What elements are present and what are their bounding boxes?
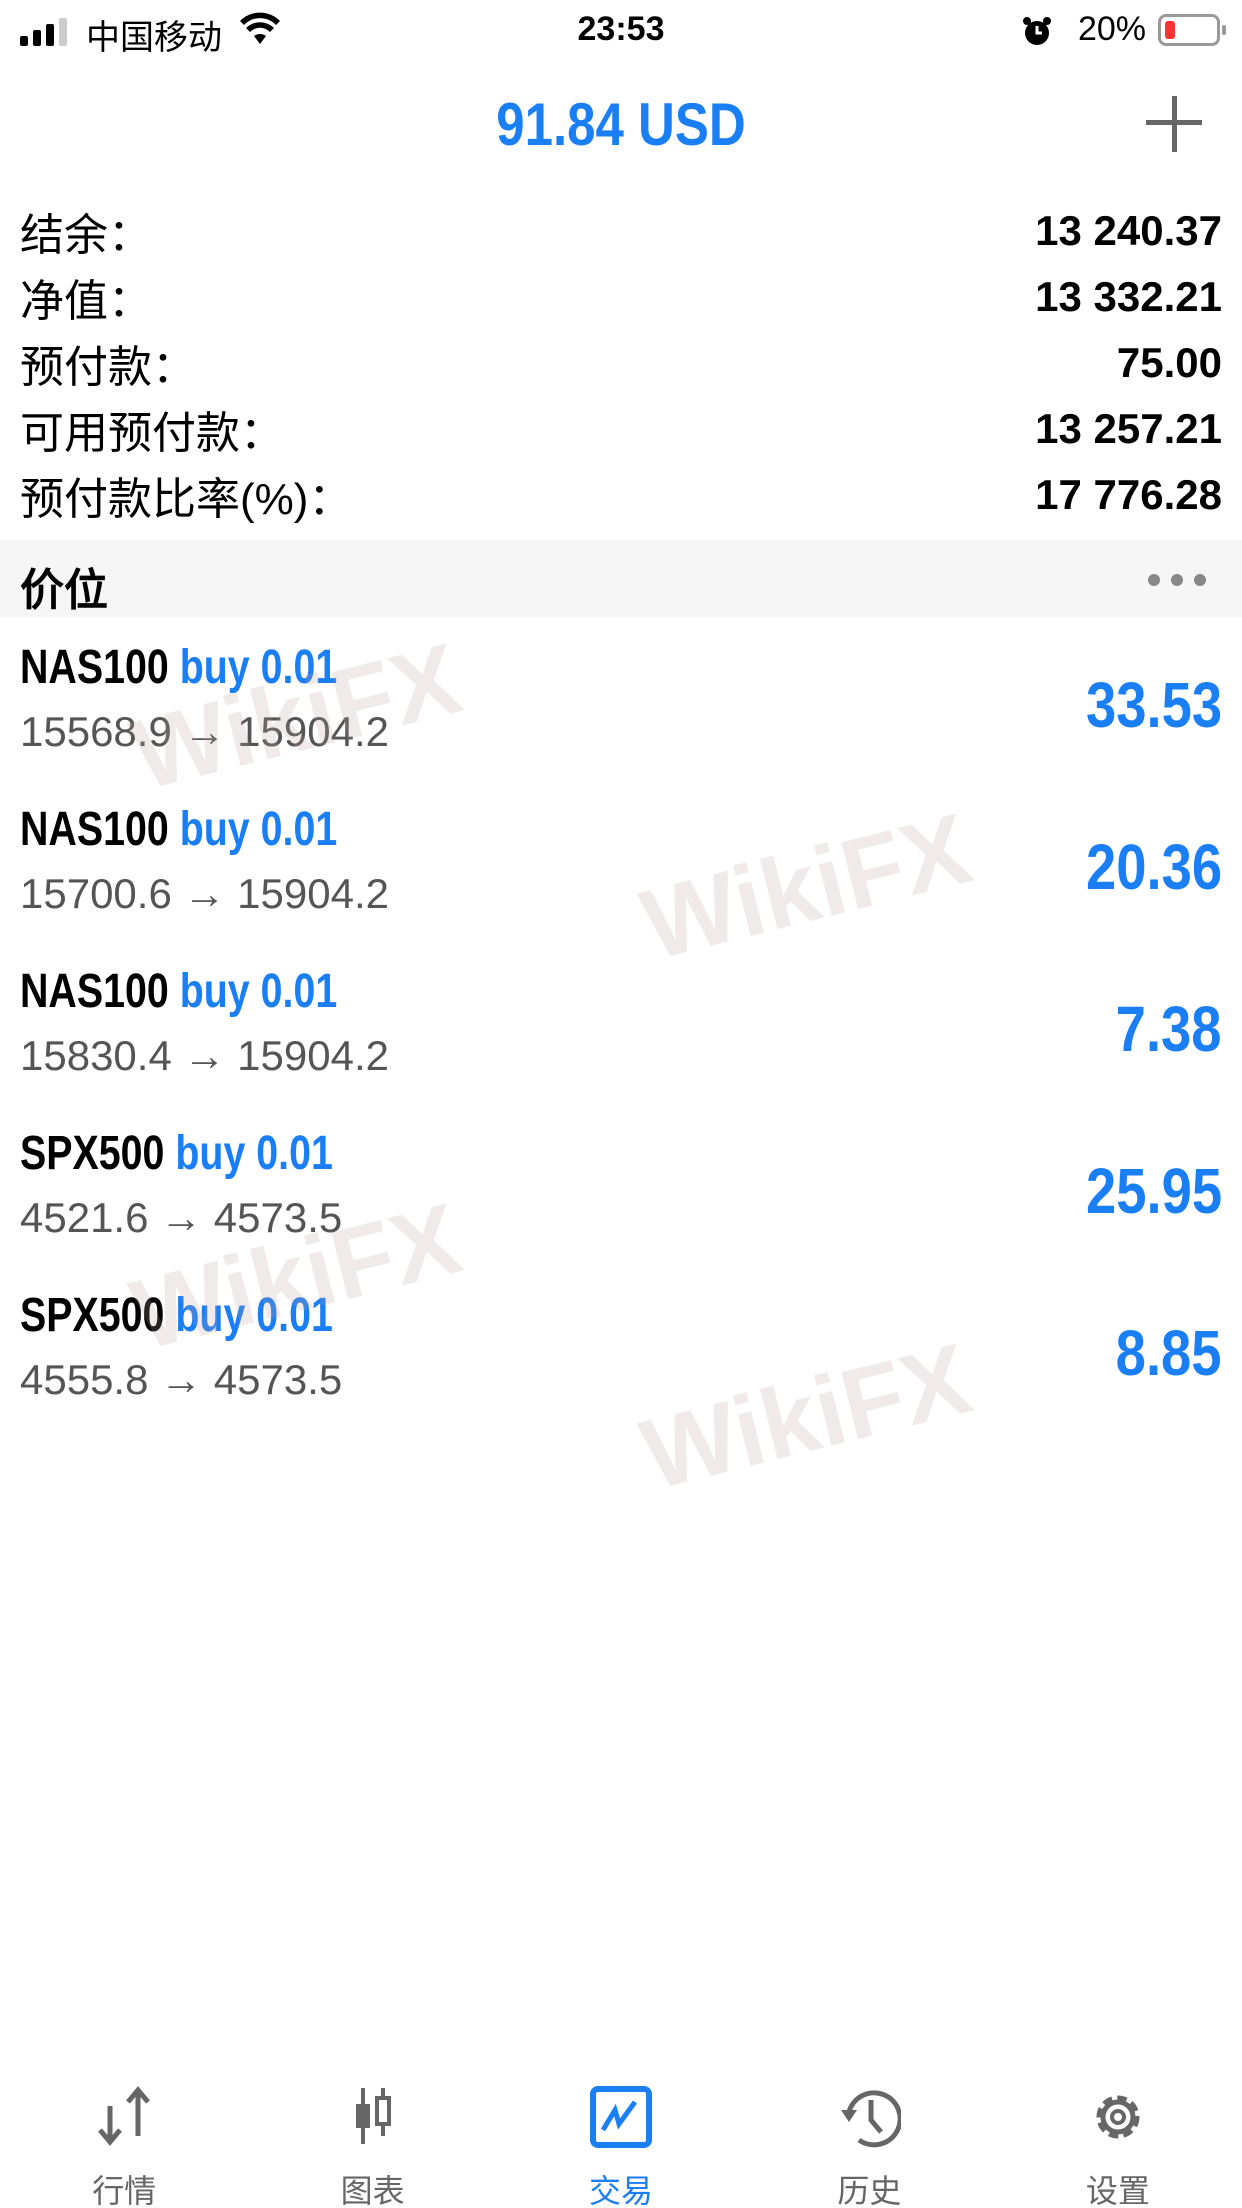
tab-settings[interactable]: 设置 bbox=[994, 2070, 1242, 2208]
page-title: 91.84 USD bbox=[496, 91, 746, 158]
position-row[interactable]: SPX500 buy 0.01 4521.6 → 4573.5 25.95 bbox=[0, 1106, 1242, 1268]
symbol: SPX500 bbox=[20, 1289, 165, 1342]
quotes-arrows-icon bbox=[98, 2086, 151, 2146]
position-symbol: SPX500 buy 0.01 bbox=[20, 1126, 333, 1181]
tab-chart[interactable]: 图表 bbox=[248, 2070, 496, 2208]
tab-label: 行情 bbox=[92, 2173, 157, 2208]
section-title: 价位 bbox=[20, 566, 108, 615]
symbol: NAS100 bbox=[20, 641, 169, 694]
position-row[interactable]: NAS100 buy 0.01 15568.9 → 15904.2 33.53 bbox=[0, 620, 1242, 782]
tab-history[interactable]: 历史 bbox=[745, 2070, 993, 2208]
position-row[interactable]: SPX500 buy 0.01 4555.8 → 4573.5 8.85 bbox=[0, 1268, 1242, 1430]
clock: 23:53 bbox=[577, 10, 665, 48]
battery-percent: 20% bbox=[1077, 10, 1146, 48]
tab-label: 图表 bbox=[340, 2173, 405, 2208]
position-profit: 7.38 bbox=[1116, 993, 1222, 1065]
account-label: 可用预付款： bbox=[20, 409, 284, 458]
position-profit: 33.53 bbox=[1085, 669, 1222, 741]
position-prices: 15700.6 → 15904.2 bbox=[20, 870, 389, 917]
position-profit: 8.85 bbox=[1116, 1317, 1222, 1389]
account-label: 预付款比率(%)： bbox=[20, 475, 353, 524]
alarm-icon bbox=[1023, 17, 1051, 45]
section-header: 价位 bbox=[0, 540, 1242, 617]
tab-label: 交易 bbox=[589, 2173, 654, 2208]
position-prices: 4555.8 → 4573.5 bbox=[20, 1356, 343, 1403]
position-side: buy 0.01 bbox=[179, 641, 338, 694]
position-symbol: NAS100 buy 0.01 bbox=[20, 964, 337, 1019]
position-symbol: NAS100 buy 0.01 bbox=[20, 802, 337, 857]
position-side: buy 0.01 bbox=[175, 1127, 333, 1180]
account-value: 13 240.37 bbox=[1035, 207, 1222, 254]
trade-chart-icon bbox=[590, 2086, 653, 2148]
symbol: NAS100 bbox=[20, 965, 169, 1018]
battery-icon bbox=[1158, 14, 1226, 46]
carrier: 中国移动 bbox=[86, 19, 222, 57]
position-profit: 20.36 bbox=[1085, 831, 1222, 903]
account-value: 17 776.28 bbox=[1035, 471, 1222, 518]
history-clock-icon bbox=[841, 2090, 902, 2148]
plus-icon[interactable] bbox=[1146, 96, 1202, 152]
signal-icon bbox=[20, 18, 67, 46]
symbol: NAS100 bbox=[20, 803, 169, 856]
position-prices: 15568.9 → 15904.2 bbox=[20, 708, 389, 755]
candlestick-chart-icon bbox=[355, 2088, 391, 2144]
position-row[interactable]: NAS100 buy 0.01 15830.4 → 15904.2 7.38 bbox=[0, 944, 1242, 1106]
position-symbol: NAS100 buy 0.01 bbox=[20, 640, 337, 695]
account-row: 可用预付款： 13 257.21 bbox=[20, 396, 1222, 462]
status-bar: 中国移动 23:53 20% bbox=[0, 0, 1242, 64]
gear-icon bbox=[1096, 2095, 1140, 2139]
tab-trade[interactable]: 交易 bbox=[497, 2070, 745, 2208]
account-label: 预付款： bbox=[20, 343, 196, 392]
tab-quotes[interactable]: 行情 bbox=[0, 2070, 248, 2208]
account-label: 结余： bbox=[20, 211, 152, 260]
position-side: buy 0.01 bbox=[179, 965, 338, 1018]
position-symbol: SPX500 buy 0.01 bbox=[20, 1288, 333, 1343]
position-row[interactable]: NAS100 buy 0.01 15700.6 → 15904.2 20.36 bbox=[0, 782, 1242, 944]
position-prices: 4521.6 → 4573.5 bbox=[20, 1194, 343, 1241]
account-row: 预付款： 75.00 bbox=[20, 330, 1222, 396]
symbol: SPX500 bbox=[20, 1127, 165, 1180]
account-row: 预付款比率(%)： 17 776.28 bbox=[20, 462, 1222, 528]
account-value: 13 257.21 bbox=[1035, 405, 1222, 452]
position-prices: 15830.4 → 15904.2 bbox=[20, 1032, 389, 1079]
tab-label: 历史 bbox=[837, 2173, 902, 2208]
position-side: buy 0.01 bbox=[179, 803, 338, 856]
account-value: 13 332.21 bbox=[1035, 273, 1222, 320]
account-row: 结余： 13 240.37 bbox=[20, 198, 1222, 264]
wifi-icon bbox=[240, 12, 280, 44]
more-dots-icon[interactable] bbox=[1148, 574, 1206, 586]
account-row: 净值： 13 332.21 bbox=[20, 264, 1222, 330]
tab-bar: 行情 图表 交易 历史 设置 bbox=[0, 2070, 1242, 2208]
account-value: 75.00 bbox=[1116, 339, 1222, 386]
tab-label: 设置 bbox=[1085, 2173, 1150, 2208]
position-side: buy 0.01 bbox=[175, 1289, 333, 1342]
account-label: 净值： bbox=[20, 277, 152, 326]
position-profit: 25.95 bbox=[1085, 1155, 1222, 1227]
